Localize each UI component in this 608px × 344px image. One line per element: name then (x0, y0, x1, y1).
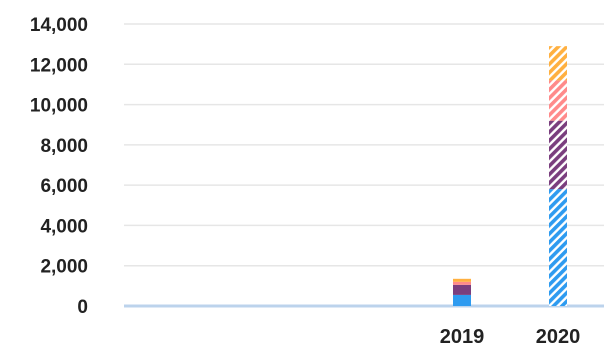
y-tick-label: 8,000 (40, 136, 88, 157)
y-tick-label: 12,000 (30, 55, 88, 76)
bar-segment (453, 284, 471, 295)
bar-segment (453, 294, 471, 306)
bars (453, 46, 567, 306)
gridlines (124, 23, 604, 267)
y-tick-label: 2,000 (40, 257, 88, 278)
bar-segment (549, 80, 567, 121)
x-axis-tick-labels: 2019 2020 (440, 326, 581, 344)
bar-segment (549, 46, 567, 81)
bar-segment (453, 278, 471, 282)
y-tick-label: 14,000 (30, 15, 88, 36)
x-tick-label: 2019 (440, 326, 485, 344)
x-tick-label: 2020 (536, 326, 581, 344)
y-axis-tick-labels: 0 2,000 4,000 6,000 8,000 10,000 12,000 14,000 (30, 15, 88, 318)
bar-segment (453, 281, 471, 285)
y-tick-label: 10,000 (30, 96, 88, 117)
bar-segment (549, 120, 567, 190)
y-tick-label: 0 (77, 297, 88, 318)
y-tick-label: 6,000 (40, 176, 88, 197)
y-tick-label: 4,000 (40, 216, 88, 237)
bar-segment (549, 189, 567, 306)
